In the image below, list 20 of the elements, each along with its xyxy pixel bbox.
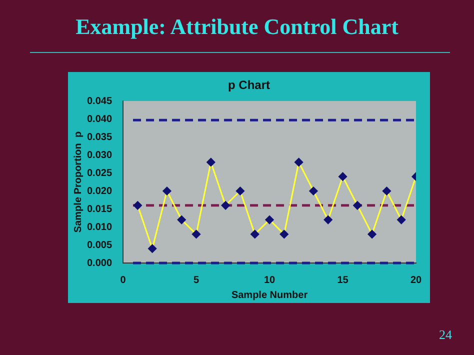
x-tick-label: 5 — [193, 274, 200, 286]
y-tick-label: 0.025 — [86, 168, 112, 179]
y-tick-label: 0.000 — [86, 258, 112, 269]
text: 24 — [439, 327, 452, 343]
chart-title: Example: Attribute Control Chart — [74, 14, 400, 40]
y-tick-label: 0.035 — [86, 132, 112, 143]
x-axis-title: Sample Number — [231, 290, 308, 301]
x-tick-label: 20 — [410, 274, 422, 286]
x-tick-label: 15 — [337, 274, 349, 286]
chart-subtitle: p Chart — [227, 78, 271, 92]
x-tick-label: 0 — [120, 274, 126, 286]
y-tick-label: 0.015 — [86, 204, 112, 215]
y-tick-label: 0.010 — [86, 222, 112, 233]
y-tick-label: 0.040 — [86, 114, 112, 125]
y-tick-label: 0.030 — [86, 150, 112, 161]
y-axis-title: Sample Proportion p — [72, 131, 84, 233]
x-tick-label: 10 — [264, 274, 276, 286]
y-tick-label: 0.045 — [86, 96, 112, 107]
y-tick-label: 0.020 — [86, 186, 112, 197]
y-tick-label: 0.005 — [86, 240, 112, 251]
